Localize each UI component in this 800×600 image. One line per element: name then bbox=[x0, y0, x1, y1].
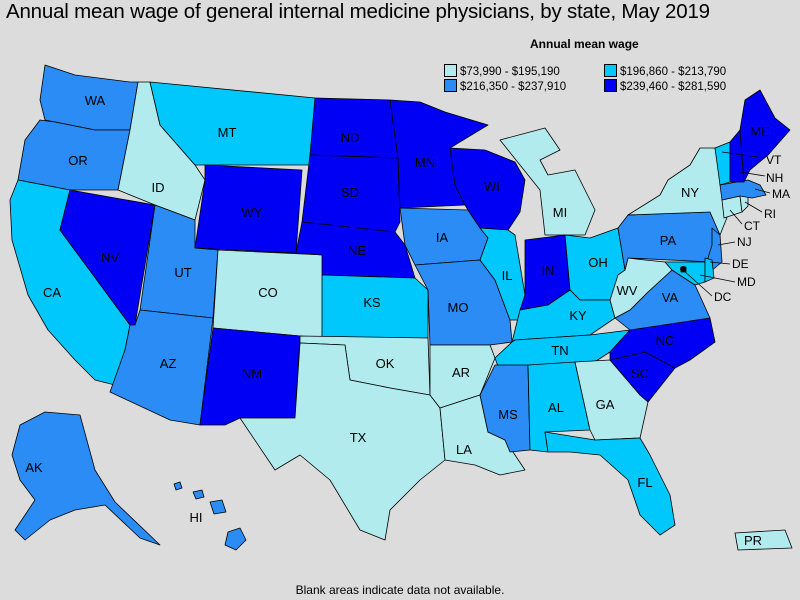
label-ct: CT bbox=[744, 219, 761, 233]
legend-swatch-4 bbox=[604, 79, 617, 92]
label-tx: TX bbox=[350, 430, 367, 445]
label-az: AZ bbox=[160, 356, 177, 371]
label-wi: WI bbox=[484, 179, 500, 194]
label-ma: MA bbox=[772, 187, 790, 201]
label-ok: OK bbox=[376, 356, 395, 371]
legend-swatch-1 bbox=[444, 64, 457, 77]
label-sc: SC bbox=[631, 366, 649, 381]
state-pr[interactable] bbox=[734, 529, 793, 551]
legend-item-4: $239,460 - $281,590 bbox=[604, 79, 726, 93]
label-ia: IA bbox=[436, 230, 449, 245]
label-wy: WY bbox=[242, 205, 263, 220]
leader-ma bbox=[754, 188, 771, 194]
label-al: AL bbox=[548, 400, 564, 415]
label-ms: MS bbox=[498, 407, 518, 422]
label-ky: KY bbox=[569, 308, 587, 323]
leader-vt bbox=[721, 151, 766, 159]
leader-nh bbox=[739, 171, 766, 177]
footnote: Blank areas indicate data not available. bbox=[295, 583, 505, 597]
label-mo: MO bbox=[448, 300, 469, 315]
state-md[interactable] bbox=[664, 261, 706, 286]
state-ak[interactable] bbox=[11, 411, 161, 546]
map-title: Annual mean wage of general internal med… bbox=[6, 0, 710, 23]
state-hi-island-3[interactable] bbox=[209, 499, 227, 515]
label-nc: NC bbox=[656, 333, 675, 348]
state-hi-island-1[interactable] bbox=[173, 481, 183, 491]
label-wv: WV bbox=[617, 283, 638, 298]
label-ri: RI bbox=[764, 207, 776, 221]
legend-item-2: $196,860 - $213,790 bbox=[604, 64, 726, 78]
leader-ri bbox=[744, 201, 763, 213]
state-hi[interactable] bbox=[224, 527, 247, 551]
label-mt: MT bbox=[218, 125, 237, 140]
label-co: CO bbox=[258, 285, 278, 300]
label-ga: GA bbox=[596, 397, 615, 412]
legend-label-1: $73,990 - $195,190 bbox=[460, 66, 560, 78]
label-dc: DC bbox=[714, 290, 732, 304]
label-nd: ND bbox=[341, 130, 360, 145]
state-tx[interactable] bbox=[239, 342, 446, 541]
label-md: MD bbox=[737, 275, 756, 289]
legend-label-2: $196,860 - $213,790 bbox=[620, 66, 727, 78]
label-nj: NJ bbox=[737, 235, 752, 249]
state-il[interactable] bbox=[479, 227, 526, 321]
state-wy[interactable] bbox=[194, 164, 303, 254]
label-il: IL bbox=[502, 268, 513, 283]
label-wa: WA bbox=[85, 93, 106, 108]
state-me[interactable] bbox=[739, 89, 791, 183]
state-fl[interactable] bbox=[544, 431, 676, 536]
state-ma[interactable] bbox=[719, 179, 767, 201]
label-in: IN bbox=[542, 263, 555, 278]
label-nv: NV bbox=[101, 250, 119, 265]
state-ks[interactable] bbox=[321, 274, 429, 339]
label-mi: MI bbox=[553, 205, 567, 220]
label-id: ID bbox=[152, 180, 165, 195]
state-hi-island-2[interactable] bbox=[192, 489, 205, 500]
label-vt: VT bbox=[766, 153, 782, 167]
label-nh: NH bbox=[766, 171, 783, 185]
label-sd: SD bbox=[341, 185, 359, 200]
label-ut: UT bbox=[174, 265, 191, 280]
leader-de bbox=[709, 261, 731, 265]
state-sd[interactable] bbox=[301, 154, 401, 233]
label-mn: MN bbox=[415, 155, 435, 170]
leader-md bbox=[699, 274, 736, 283]
state-mi[interactable] bbox=[499, 127, 596, 236]
label-nm: NM bbox=[242, 366, 262, 381]
legend-label-4: $239,460 - $281,590 bbox=[620, 81, 727, 93]
legend-title: Annual mean wage bbox=[530, 37, 639, 51]
legend-item-1: $73,990 - $195,190 bbox=[444, 64, 560, 78]
state-az[interactable] bbox=[109, 309, 214, 426]
label-hi: HI bbox=[190, 510, 203, 525]
leader-dc bbox=[682, 269, 713, 297]
legend-item-3: $216,350 - $237,910 bbox=[444, 79, 566, 93]
label-ca: CA bbox=[43, 285, 61, 300]
legend-swatch-2 bbox=[604, 64, 617, 77]
leader-ct bbox=[729, 209, 743, 225]
leader-nj bbox=[717, 241, 736, 246]
label-ar: AR bbox=[452, 365, 470, 380]
label-ks: KS bbox=[363, 295, 381, 310]
label-la: LA bbox=[456, 442, 472, 457]
label-pa: PA bbox=[660, 233, 677, 248]
label-oh: OH bbox=[588, 255, 608, 270]
dc-marker bbox=[680, 266, 686, 272]
state-nd[interactable] bbox=[309, 97, 399, 159]
label-tn: TN bbox=[551, 343, 568, 358]
label-ak: AK bbox=[25, 460, 43, 475]
legend-label-3: $216,350 - $237,910 bbox=[460, 81, 567, 93]
label-me: ME bbox=[750, 124, 770, 139]
label-ne: NE bbox=[348, 243, 366, 258]
label-de: DE bbox=[732, 257, 749, 271]
label-fl: FL bbox=[637, 475, 652, 490]
label-ny: NY bbox=[681, 185, 699, 200]
label-or: OR bbox=[68, 153, 88, 168]
label-va: VA bbox=[662, 290, 679, 305]
legend-swatch-3 bbox=[444, 79, 457, 92]
label-pr: PR bbox=[744, 533, 762, 548]
